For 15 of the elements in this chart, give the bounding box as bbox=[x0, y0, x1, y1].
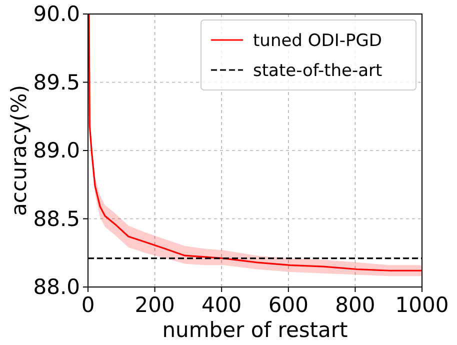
x-tick-label: 400 bbox=[202, 293, 242, 317]
legend-label: tuned ODI-PGD bbox=[253, 31, 382, 51]
y-tick-label: 88.0 bbox=[33, 275, 80, 299]
y-tick-label: 89.0 bbox=[33, 138, 80, 162]
y-tick-label: 88.5 bbox=[33, 206, 80, 231]
x-tick-label: 200 bbox=[134, 293, 175, 317]
x-tick-label: 0 bbox=[81, 293, 95, 317]
x-axis-title: number of restart bbox=[162, 318, 348, 342]
x-tick-label: 800 bbox=[335, 293, 376, 317]
x-tick-label: 1000 bbox=[395, 293, 449, 317]
y-axis-title: accuracy(%) bbox=[7, 84, 31, 216]
x-tick-label: 600 bbox=[268, 293, 308, 317]
legend-label: state-of-the-art bbox=[253, 61, 383, 81]
y-tick-label: 90.0 bbox=[33, 2, 80, 26]
y-tick-label: 89.5 bbox=[33, 70, 80, 94]
